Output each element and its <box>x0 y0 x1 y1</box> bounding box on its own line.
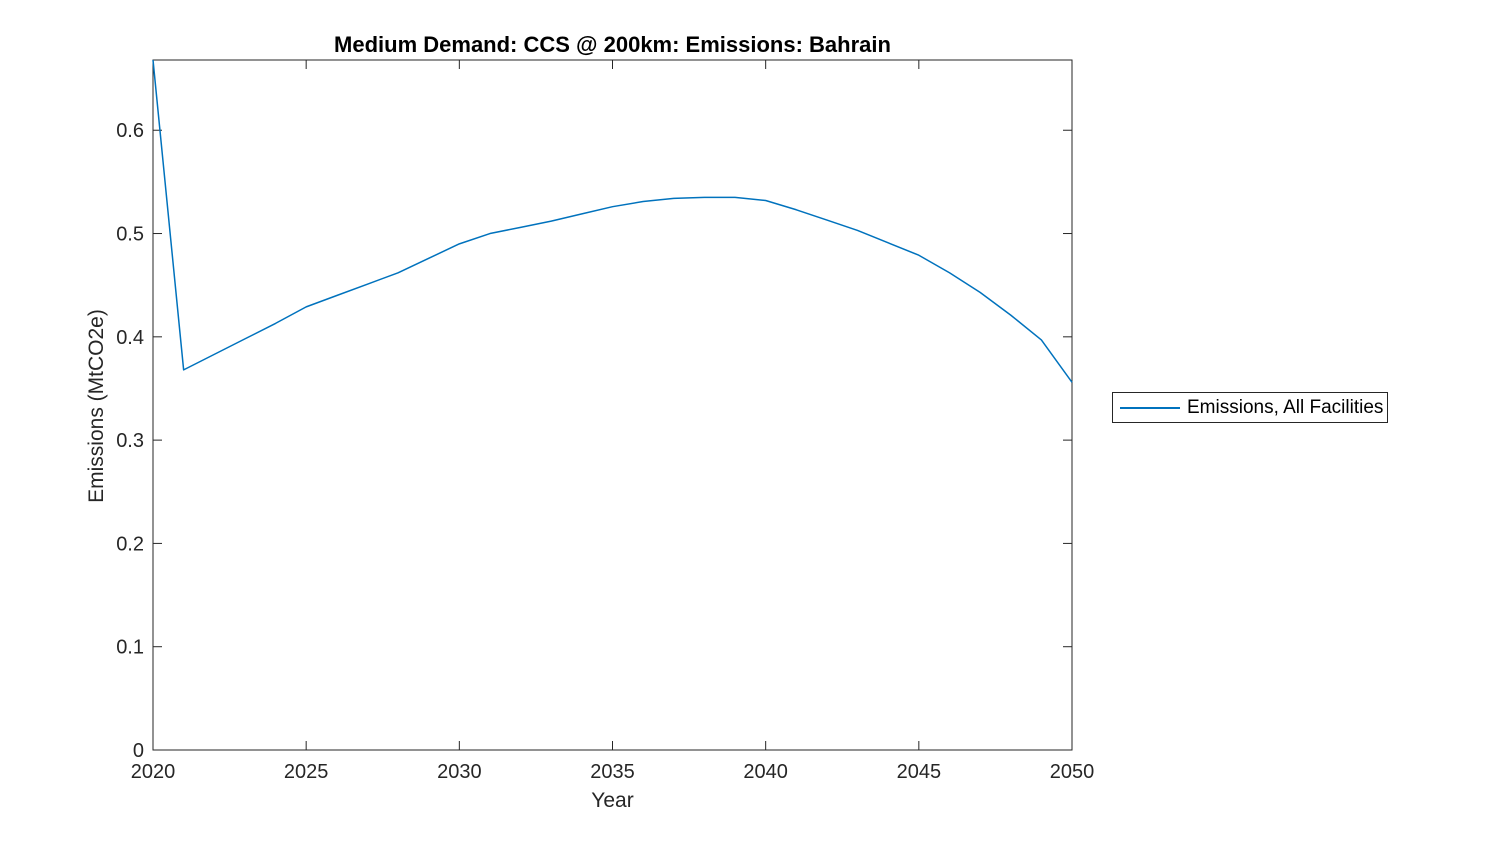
x-tick-label: 2020 <box>131 761 176 783</box>
x-tick-label: 2035 <box>590 761 635 783</box>
y-tick-label: 0.3 <box>116 430 144 452</box>
x-tick-label: 2030 <box>437 761 482 783</box>
axis-box <box>152 59 1073 751</box>
legend-label: Emissions, All Facilities <box>1187 396 1384 418</box>
y-tick-label: 0.1 <box>116 637 144 659</box>
y-tick-label: 0.2 <box>116 533 144 555</box>
y-axis-label: Emissions (MtCO2e) <box>85 309 108 503</box>
x-tick-label: 2040 <box>743 761 788 783</box>
y-tick-label: 0.6 <box>116 120 144 142</box>
emissions-line <box>152 59 1073 383</box>
y-tick-label: 0 <box>133 740 144 762</box>
x-tick-label: 2025 <box>284 761 329 783</box>
x-tick-label: 2045 <box>897 761 942 783</box>
y-tick-label: 0.5 <box>116 224 144 246</box>
y-tick-label: 0.4 <box>116 327 144 349</box>
legend-line-icon <box>1120 406 1180 409</box>
x-axis-label: Year <box>591 789 634 812</box>
legend-box: Emissions, All Facilities <box>1112 392 1388 423</box>
x-tick-label: 2050 <box>1050 761 1095 783</box>
chart-title: Medium Demand: CCS @ 200km: Emissions: B… <box>334 32 891 57</box>
